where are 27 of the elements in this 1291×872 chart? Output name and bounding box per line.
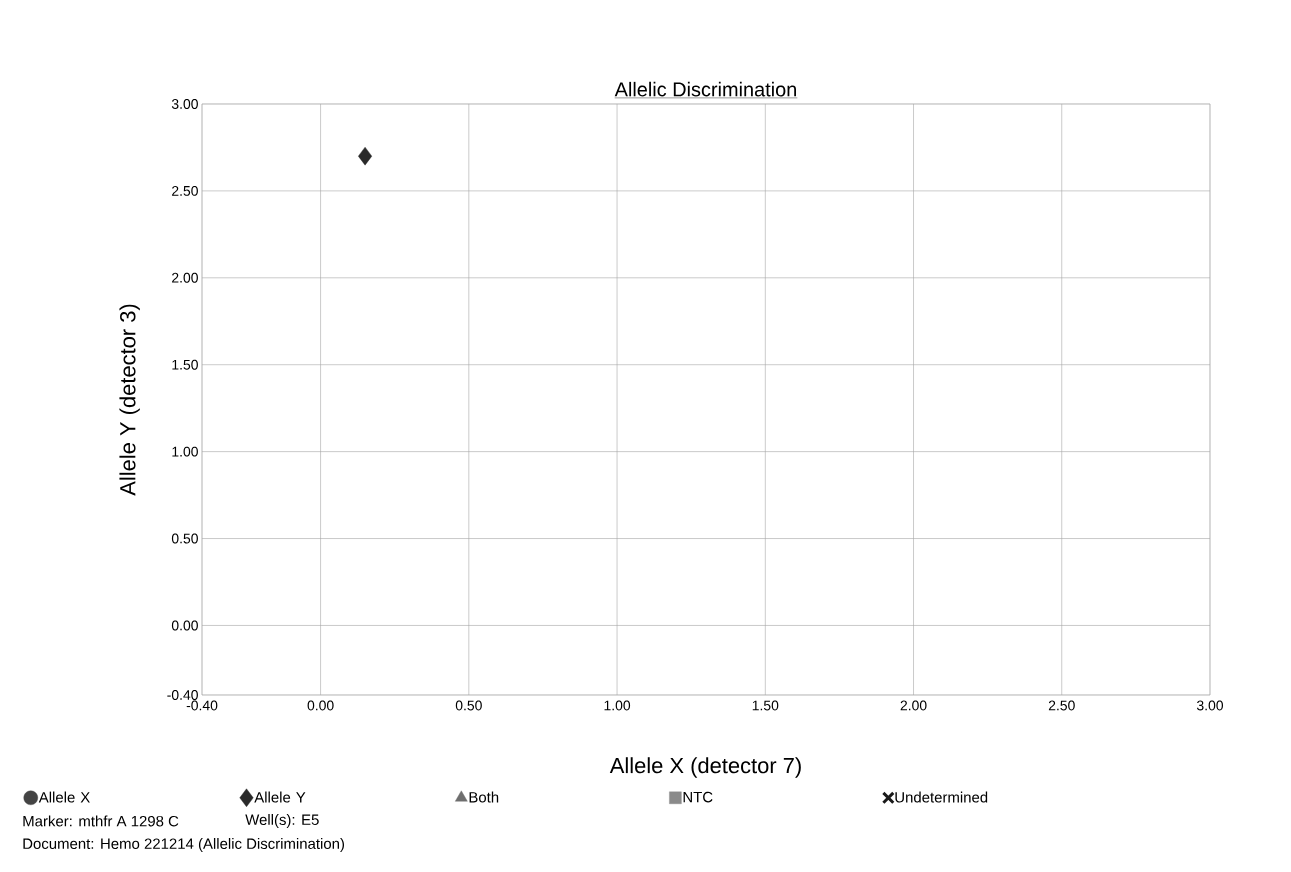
x-tick-label: 2.00 [900, 700, 927, 711]
legend-label: NTC [683, 791, 713, 803]
y-tick-label: 0.00 [171, 620, 198, 631]
y-tick-label: 0.50 [171, 533, 198, 544]
x-tick-label: 2.50 [1048, 700, 1075, 711]
y-tick-label: -0.40 [167, 690, 198, 700]
y-tick-label: 3.00 [171, 99, 198, 109]
chart-title: Allelic Discrimination [614, 81, 796, 97]
legend-label: Both [469, 791, 499, 803]
legend-label: Allele Y [254, 791, 306, 803]
x-axis-title: Allele X (detector 7) [609, 757, 801, 778]
y-tick-label: 2.50 [172, 185, 198, 196]
legend-label: Allele X [38, 791, 90, 803]
text: Marker: mthfr A 1298 C [23, 815, 179, 827]
text: Well(s): E5 [245, 814, 319, 828]
y-tick-label: 1.50 [172, 359, 198, 370]
x-tick-label: -0.40 [186, 700, 218, 711]
y-tick-label: 2.00 [172, 272, 198, 283]
x-tick-label: 3.00 [1196, 700, 1224, 711]
y-tick-label: 1.00 [172, 446, 198, 457]
x-tick-label: 1.00 [604, 700, 631, 711]
legend-label: Undetermined [895, 791, 988, 803]
x-tick-label: 0.50 [455, 700, 482, 711]
text: Document: Hemo 221214 (Allelic Discrimination) [23, 838, 345, 852]
x-tick-label: 0.00 [307, 700, 334, 711]
x-tick-label: 1.50 [752, 700, 779, 711]
y-axis-title: Allele Y (detector 3) [119, 304, 140, 496]
